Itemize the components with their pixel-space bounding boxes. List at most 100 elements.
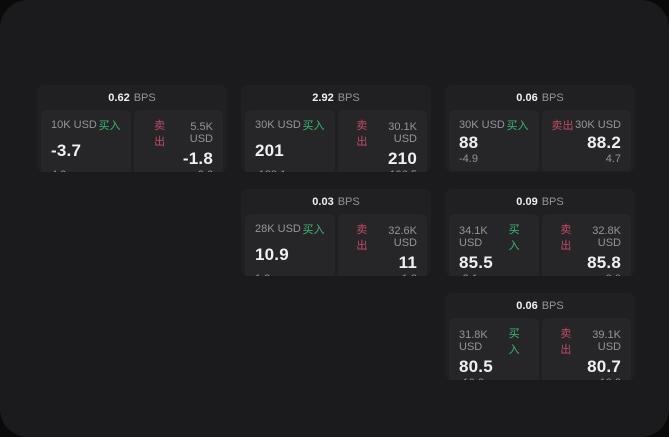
sell-price: 80.7 (587, 357, 621, 376)
buy-tag: 买入 (98, 120, 121, 132)
buy-panel[interactable]: 30K USD 买入 201 -188.1 (245, 110, 335, 172)
sell-tag: 卖出 (560, 328, 572, 356)
sell-panel-header: 卖出 39.1K USD (552, 325, 621, 357)
quote-card: 0.62 BPS 10K USD 买入 -3.7 4.3 卖出 5.5K USD… (37, 85, 227, 172)
buy-sell-panels: 30K USD 买入 201 -188.1 卖出 30.1K USD 210 1… (241, 110, 431, 172)
sell-amount-label: 30.1K USD (388, 121, 417, 145)
sell-tag: 卖出 (154, 120, 166, 148)
buy-tag: 买入 (302, 224, 325, 236)
buy-panel[interactable]: 28K USD 买入 10.9 1.3 (245, 214, 335, 276)
sell-panel[interactable]: 卖出 30K USD 88.2 4.7 (541, 110, 631, 171)
buy-price: 201 (255, 141, 284, 160)
quote-card: 0.06 BPS 30K USD 买入 88 -4.9 卖出 30K USD 8… (445, 85, 635, 172)
bps-value: 0.09 (516, 195, 538, 208)
buy-sell-panels: 34.1K USD 买入 85.5 -3.1 卖出 32.8K USD 85.8… (445, 214, 635, 276)
sell-panel-header: 卖出 30.1K USD (348, 117, 417, 149)
buy-delta: -10.8 (459, 377, 529, 380)
buy-delta: 1.3 (255, 273, 325, 276)
bps-unit-label: BPS (337, 195, 360, 208)
sell-price: 88.2 (587, 133, 621, 152)
card-header: 0.62 BPS (37, 85, 227, 110)
bps-value: 0.06 (516, 299, 538, 312)
buy-sell-panels: 30K USD 买入 88 -4.9 卖出 30K USD 88.2 4.7 (445, 110, 635, 172)
sell-panel[interactable]: 卖出 32.6K USD 11 -1.8 (337, 214, 427, 276)
buy-sell-panels: 28K USD 买入 10.9 1.3 卖出 32.6K USD 11 -1.8 (241, 214, 431, 276)
sell-panel[interactable]: 卖出 32.8K USD 85.8 3.0 (541, 214, 631, 276)
bps-value: 0.03 (312, 195, 334, 208)
sell-price: 85.8 (587, 253, 621, 272)
sell-tag: 卖出 (560, 224, 572, 252)
buy-tag: 买入 (508, 224, 520, 252)
buy-tag: 买入 (508, 328, 520, 356)
sell-panel-header: 卖出 30K USD (552, 117, 622, 133)
sell-delta: -2.6 (144, 169, 213, 172)
card-header: 0.09 BPS (445, 189, 635, 214)
buy-price: 85.5 (459, 253, 493, 272)
card-header: 0.03 BPS (241, 189, 431, 214)
buy-delta: -3.1 (459, 273, 529, 276)
sell-panel-header: 卖出 32.8K USD (552, 221, 621, 253)
buy-amount-label: 31.8K USD (459, 329, 488, 353)
bps-value: 2.92 (312, 91, 334, 104)
sell-delta: 196.5 (348, 169, 417, 172)
sell-tag: 卖出 (356, 120, 368, 148)
buy-amount-label: 28K USD (255, 223, 301, 235)
sell-panel[interactable]: 卖出 39.1K USD 80.7 10.2 (541, 318, 631, 380)
sell-amount-label: 32.8K USD (592, 225, 621, 249)
bps-unit-label: BPS (541, 299, 564, 312)
sell-amount-label: 5.5K USD (189, 121, 213, 145)
sell-tag: 卖出 (551, 120, 574, 132)
buy-amount-label: 30K USD (459, 119, 505, 131)
sell-panel-header: 卖出 32.6K USD (348, 221, 417, 253)
sell-delta: 4.7 (605, 153, 621, 165)
sell-price: 11 (398, 253, 417, 272)
bps-unit-label: BPS (337, 91, 360, 104)
buy-panel-header: 30K USD 买入 (459, 117, 529, 133)
bps-unit-label: BPS (541, 195, 564, 208)
buy-tag: 买入 (302, 120, 325, 132)
buy-amount-label: 34.1K USD (459, 225, 488, 249)
sell-tag: 卖出 (356, 224, 368, 252)
buy-price: 80.5 (459, 357, 493, 376)
card-header: 0.06 BPS (445, 85, 635, 110)
bps-unit-label: BPS (541, 91, 564, 104)
buy-sell-panels: 10K USD 买入 -3.7 4.3 卖出 5.5K USD -1.8 -2.… (37, 110, 227, 172)
buy-price: 10.9 (255, 245, 289, 264)
sell-amount-label: 32.6K USD (388, 225, 417, 249)
bps-unit-label: BPS (133, 91, 156, 104)
buy-delta: 4.3 (51, 169, 121, 172)
card-header: 0.06 BPS (445, 293, 635, 318)
buy-panel[interactable]: 30K USD 买入 88 -4.9 (449, 110, 539, 171)
buy-panel-header: 30K USD 买入 (255, 117, 325, 133)
buy-panel-header: 28K USD 买入 (255, 221, 325, 237)
buy-panel-header: 10K USD 买入 (51, 117, 121, 133)
buy-panel-header: 34.1K USD 买入 (459, 221, 529, 253)
sell-panel[interactable]: 卖出 30.1K USD 210 196.5 (337, 110, 427, 172)
sell-amount-label: 30K USD (575, 119, 621, 131)
buy-amount-label: 10K USD (51, 119, 97, 131)
buy-price: -3.7 (51, 141, 82, 160)
quotes-grid: 0.62 BPS 10K USD 买入 -3.7 4.3 卖出 5.5K USD… (37, 85, 635, 380)
sell-delta: 3.0 (552, 273, 621, 276)
sell-delta: 10.2 (552, 377, 621, 380)
sell-panel[interactable]: 卖出 5.5K USD -1.8 -2.6 (133, 110, 223, 172)
quote-card: 2.92 BPS 30K USD 买入 201 -188.1 卖出 30.1K … (241, 85, 431, 172)
bps-value: 0.06 (516, 91, 538, 104)
sell-amount-label: 39.1K USD (592, 329, 621, 353)
sell-price: 210 (388, 149, 417, 168)
quote-card: 0.03 BPS 28K USD 买入 10.9 1.3 卖出 32.6K US… (241, 189, 431, 276)
buy-panel-header: 31.8K USD 买入 (459, 325, 529, 357)
buy-delta: -4.9 (459, 153, 478, 165)
buy-tag: 买入 (506, 120, 529, 132)
buy-sell-panels: 31.8K USD 买入 80.5 -10.8 卖出 39.1K USD 80.… (445, 318, 635, 380)
buy-delta: -188.1 (255, 169, 325, 172)
sell-delta: -1.8 (348, 273, 417, 276)
bps-value: 0.62 (108, 91, 130, 104)
buy-panel[interactable]: 10K USD 买入 -3.7 4.3 (41, 110, 131, 172)
card-header: 2.92 BPS (241, 85, 431, 110)
buy-price: 88 (459, 133, 479, 152)
buy-amount-label: 30K USD (255, 119, 301, 131)
buy-panel[interactable]: 31.8K USD 买入 80.5 -10.8 (449, 318, 539, 380)
buy-panel[interactable]: 34.1K USD 买入 85.5 -3.1 (449, 214, 539, 276)
